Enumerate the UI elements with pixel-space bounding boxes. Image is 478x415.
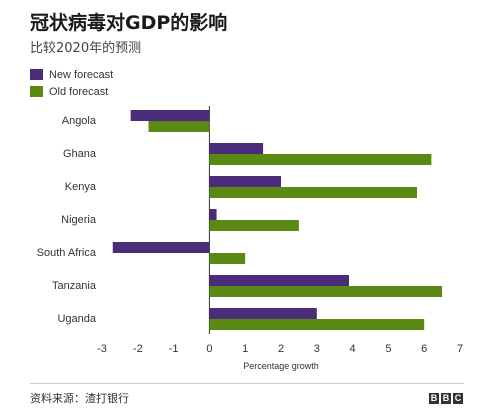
bar-new-forecast bbox=[130, 110, 210, 121]
chart-title: 冠状病毒对GDP的影响 bbox=[30, 12, 228, 34]
bar-new-forecast bbox=[112, 242, 210, 253]
category-label: Angola bbox=[62, 115, 97, 127]
bar-new-forecast bbox=[209, 176, 281, 187]
bbc-logo: B B C bbox=[429, 393, 463, 404]
x-tick-label: 5 bbox=[385, 343, 391, 355]
bbc-logo-b2: B bbox=[441, 393, 451, 404]
x-tick-label: 3 bbox=[314, 343, 320, 355]
legend-swatch-old bbox=[30, 86, 43, 97]
source-note: 资料来源：渣打银行 bbox=[30, 392, 129, 405]
legend-label-old: Old forecast bbox=[49, 85, 109, 98]
bar-new-forecast bbox=[209, 275, 350, 286]
x-tick-label: 6 bbox=[421, 343, 427, 355]
bar-old-forecast bbox=[209, 253, 246, 264]
x-tick-label: 2 bbox=[278, 343, 284, 355]
bar-new-forecast bbox=[209, 143, 264, 154]
x-tick-label: -3 bbox=[97, 343, 107, 355]
category-label: Uganda bbox=[57, 313, 96, 325]
category-label: Kenya bbox=[65, 181, 97, 193]
bar-old-forecast bbox=[209, 154, 432, 165]
category-label: Nigeria bbox=[61, 214, 97, 226]
bar-old-forecast bbox=[209, 319, 425, 330]
x-tick-label: 7 bbox=[457, 343, 463, 355]
x-tick-label: -2 bbox=[133, 343, 143, 355]
legend-label-new: New forecast bbox=[49, 68, 114, 81]
bar-old-forecast bbox=[209, 187, 418, 198]
legend-item-old: Old forecast bbox=[30, 83, 113, 100]
x-tick-label: 4 bbox=[350, 343, 356, 355]
bar-old-forecast bbox=[209, 220, 299, 231]
x-tick-label: 0 bbox=[206, 343, 212, 355]
bbc-logo-b1: B bbox=[429, 393, 439, 404]
footer-divider bbox=[30, 383, 464, 384]
bar-new-forecast bbox=[209, 308, 317, 319]
legend-item-new: New forecast bbox=[30, 66, 113, 83]
bbc-logo-c: C bbox=[453, 393, 463, 404]
legend: New forecast Old forecast bbox=[30, 66, 113, 100]
category-label: Ghana bbox=[63, 148, 97, 160]
x-axis-label: Percentage growth bbox=[243, 361, 319, 371]
category-label: South Africa bbox=[37, 247, 97, 259]
bar-old-forecast bbox=[148, 121, 210, 132]
x-tick-label: -1 bbox=[169, 343, 179, 355]
x-tick-label: 1 bbox=[242, 343, 248, 355]
bar-old-forecast bbox=[209, 286, 443, 297]
chart-subtitle: 比较2020年的预测 bbox=[30, 41, 142, 56]
bar-new-forecast bbox=[209, 209, 217, 220]
category-label: Tanzania bbox=[52, 280, 97, 292]
legend-swatch-new bbox=[30, 69, 43, 80]
